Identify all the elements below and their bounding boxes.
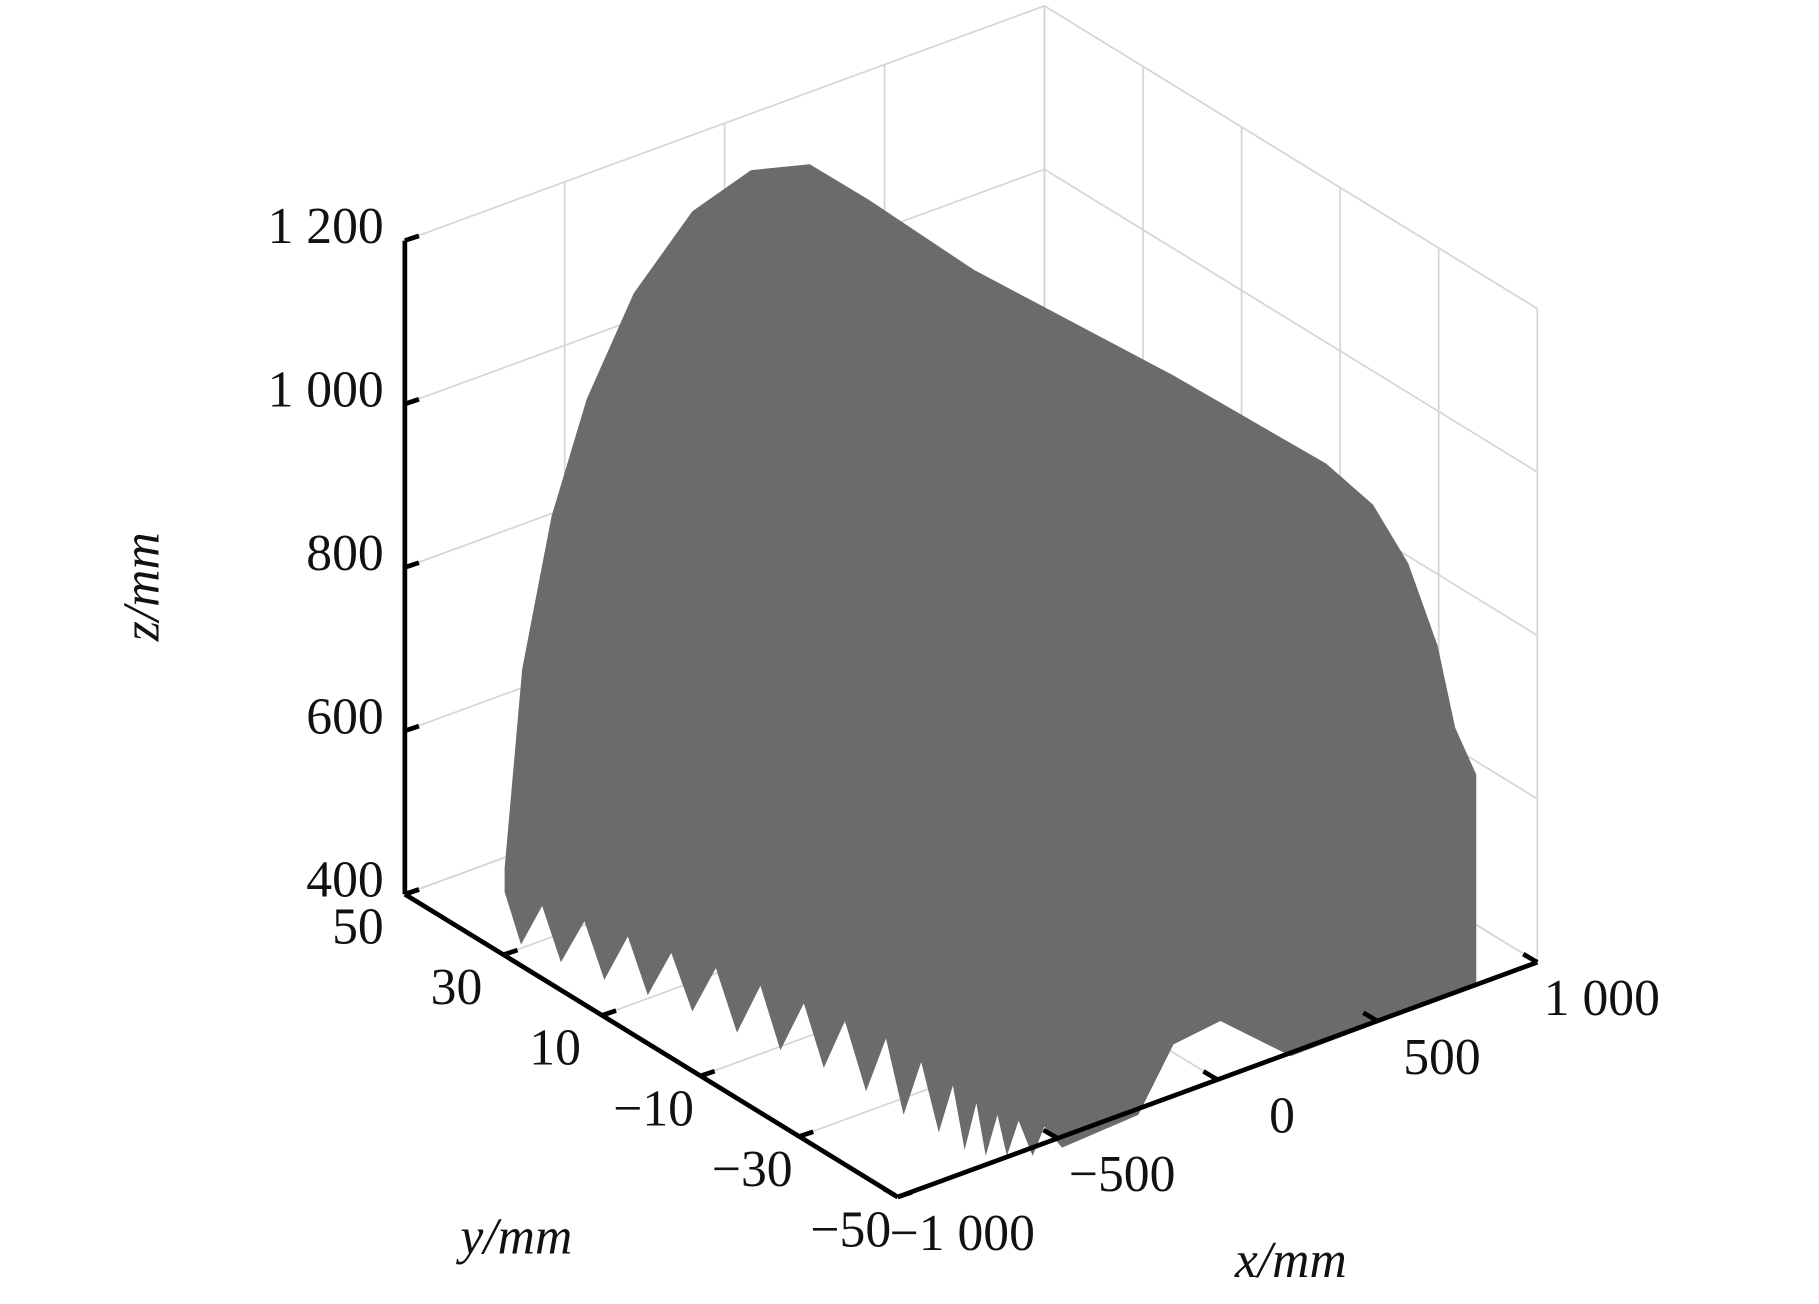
y-tick bbox=[601, 1008, 617, 1018]
y-axis bbox=[403, 892, 899, 1199]
y-tick-label: 10 bbox=[529, 1020, 581, 1077]
x-tick-label: −500 bbox=[1069, 1146, 1176, 1203]
y-tick bbox=[699, 1068, 716, 1079]
surface bbox=[504, 164, 1477, 1156]
z-tick-label: 600 bbox=[306, 688, 383, 745]
z-tick-label: 1 200 bbox=[268, 198, 384, 255]
grid-line bbox=[1043, 5, 1538, 310]
x-tick-label: 500 bbox=[1403, 1029, 1480, 1086]
z-tick-label: 1 000 bbox=[268, 361, 384, 418]
x-tick bbox=[1522, 952, 1539, 965]
y-tick-label: −10 bbox=[613, 1080, 694, 1137]
x-axis-label: x/mm bbox=[1234, 1232, 1347, 1289]
z-axis-label: z/mm bbox=[114, 532, 171, 642]
plot: z/mm y/mm x/mm 400 600 800 1 000 1 200 50 30 10… bbox=[114, 5, 1660, 1289]
x-tick-label: −1 000 bbox=[890, 1205, 1035, 1262]
y-tick bbox=[502, 947, 519, 957]
z-tick bbox=[404, 560, 420, 570]
x-axis bbox=[896, 960, 1539, 1200]
z-tick-label: 400 bbox=[306, 852, 383, 909]
y-tick-label: 50 bbox=[332, 899, 384, 956]
z-tick bbox=[404, 233, 420, 243]
y-axis-label: y/mm bbox=[455, 1208, 572, 1265]
y-tick bbox=[404, 887, 420, 897]
grid-line bbox=[1043, 168, 1538, 473]
y-tick bbox=[896, 1190, 913, 1200]
z-tick bbox=[404, 397, 420, 407]
y-tick-label: −50 bbox=[810, 1201, 891, 1258]
x-tick bbox=[882, 1186, 899, 1199]
x-tick-label: 1 000 bbox=[1544, 970, 1660, 1027]
x-tick bbox=[1362, 1010, 1379, 1023]
x-tick bbox=[1202, 1069, 1219, 1082]
y-tick-label: −30 bbox=[712, 1141, 793, 1198]
x-tick bbox=[1042, 1128, 1059, 1141]
x-tick-label: 0 bbox=[1269, 1088, 1295, 1145]
y-tick-label: 30 bbox=[431, 959, 483, 1016]
y-tick bbox=[798, 1129, 814, 1139]
z-tick-label: 800 bbox=[306, 525, 383, 582]
axes: z/mm y/mm x/mm 400 600 800 1 000 1 200 50 30 10… bbox=[114, 198, 1660, 1289]
z-tick bbox=[404, 723, 420, 734]
